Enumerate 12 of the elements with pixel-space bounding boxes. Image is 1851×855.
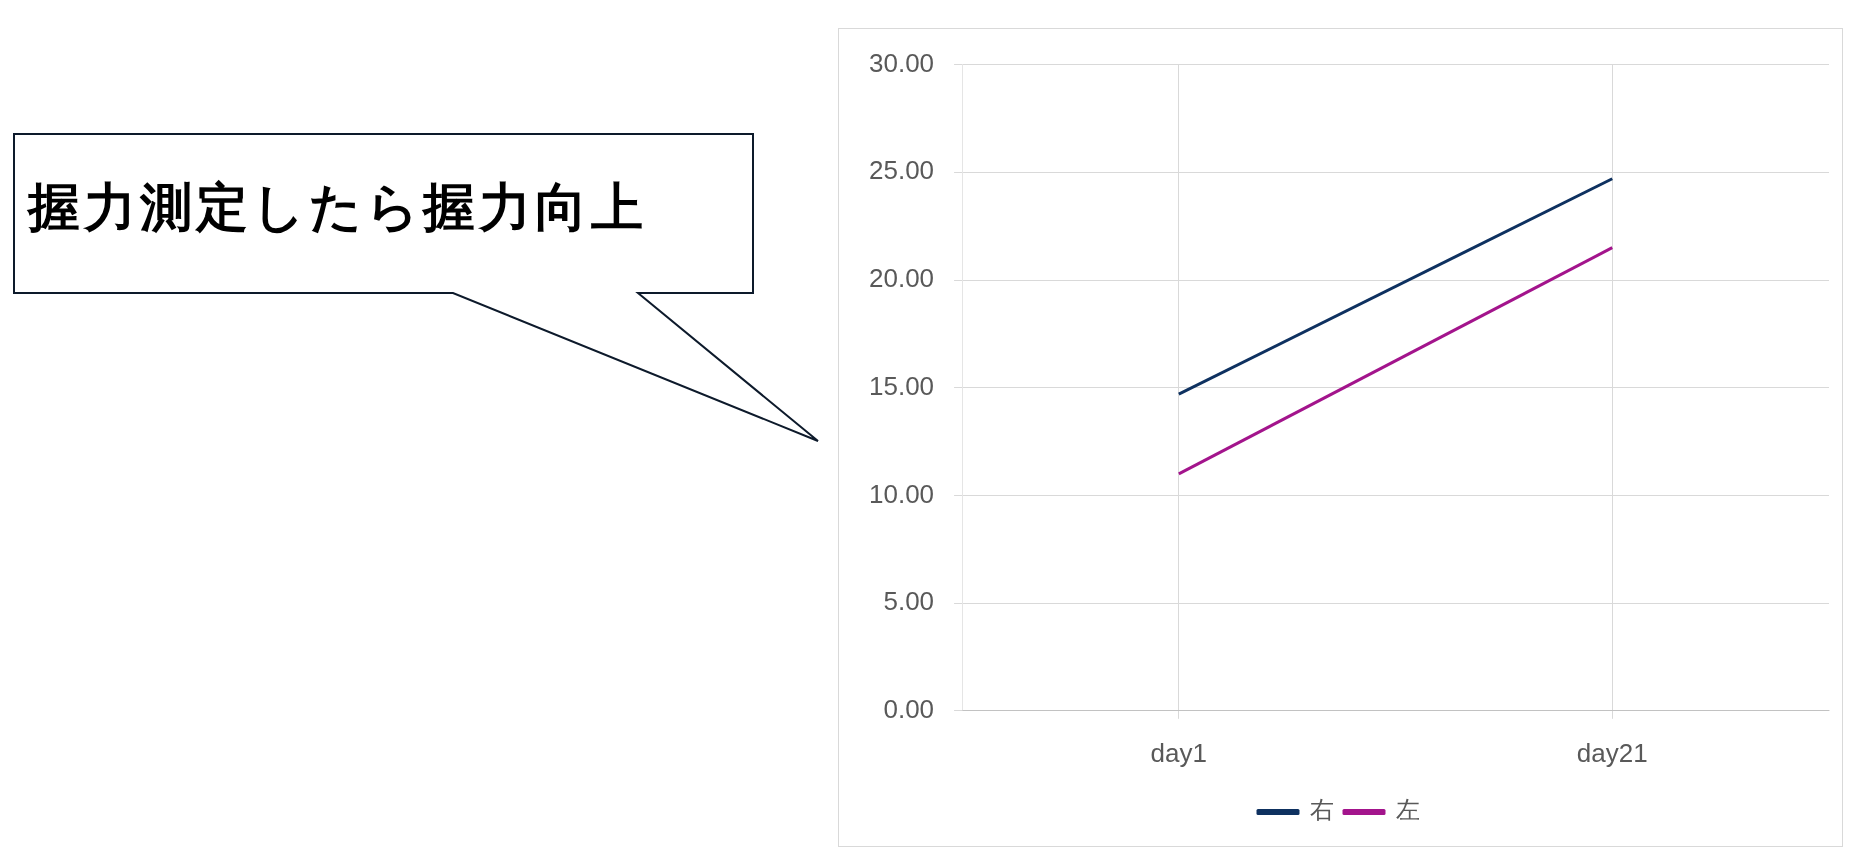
y-tick-label: 15.00: [868, 370, 935, 401]
x-tick-label: day1: [1150, 737, 1207, 768]
y-tick-label: 30.00: [868, 47, 935, 78]
legend-label: 左: [1396, 796, 1420, 825]
y-tick-label: 0.00: [883, 693, 935, 724]
y-tick-label: 10.00: [868, 478, 935, 509]
legend-label: 右: [1310, 796, 1334, 825]
y-tick-label: 20.00: [868, 263, 935, 294]
y-tick-label: 5.00: [883, 586, 935, 617]
text: 握力測定したら握力向上: [28, 176, 648, 239]
y-tick-label: 25.00: [868, 155, 935, 186]
x-tick-label: day21: [1576, 737, 1648, 768]
